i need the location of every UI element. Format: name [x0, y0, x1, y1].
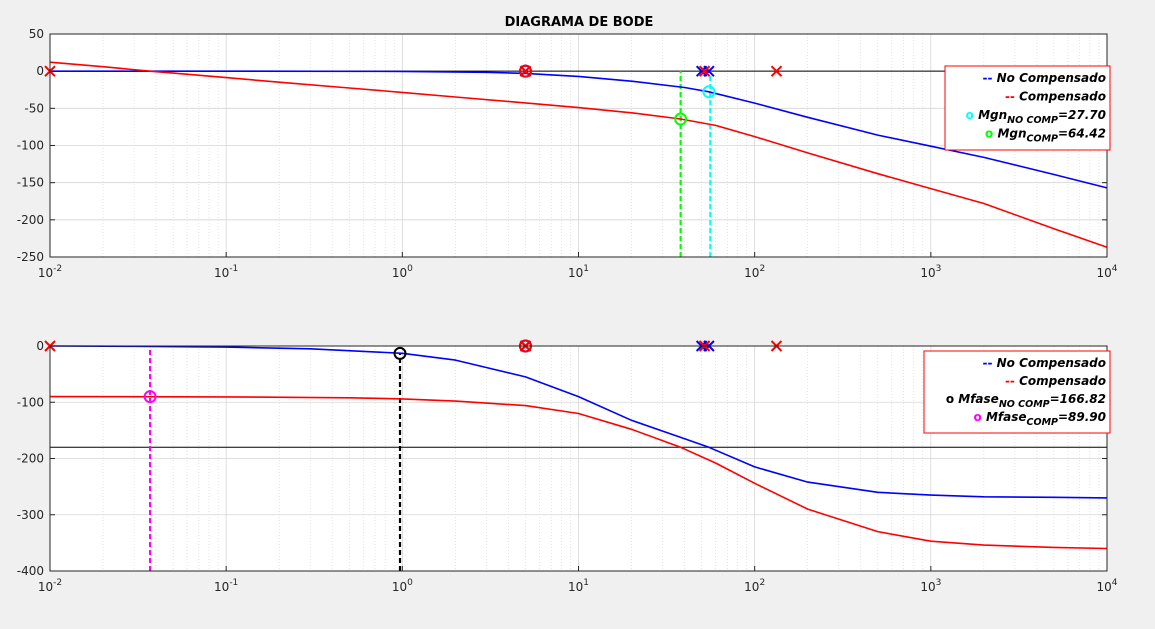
phase-legend-entry: -- Compensado [1005, 374, 1106, 388]
phase-legend-entry: -- No Compensado [982, 356, 1106, 370]
phase-series-no-comp [49, 345, 1108, 499]
phase-y-tick-label: -100 [17, 395, 44, 409]
magnitude-pole-marker [698, 65, 711, 77]
phase-legend-entry: o MfaseCOMP=89.90 [974, 410, 1106, 428]
phase-legend-box [923, 350, 1111, 434]
phase-x-tick-label: 10-1 [214, 578, 238, 594]
pole-marker-stroke [770, 65, 783, 77]
pole-marker-stroke [703, 65, 715, 77]
phase-y-tick-label: -300 [17, 508, 44, 522]
magnitude-x-tick-label: 101 [568, 264, 589, 280]
magnitude-circle-marker [702, 85, 716, 99]
magnitude-pole-marker [770, 65, 783, 77]
phase-circle-marker [143, 390, 157, 404]
phase-y-tick-label: -200 [17, 452, 44, 466]
magnitude-legend-entry: -- No Compensado [982, 71, 1106, 85]
magnitude-y-tick-label: -50 [24, 101, 44, 115]
magnitude-x-tick-label: 100 [392, 264, 413, 280]
phase-y-tick-label: 0 [36, 339, 44, 353]
magnitude-legend-box [944, 65, 1111, 151]
magnitude-circle-marker [674, 112, 688, 126]
magnitude-x-tick-label: 104 [1096, 264, 1117, 280]
magnitude-legend-entry: -- Compensado [1005, 90, 1106, 104]
chart-title: DIAGRAMA DE BODE [505, 15, 654, 30]
phase-legend-entry: o MfaseNO COMP=166.82 [946, 392, 1106, 410]
phase-series-comp [49, 395, 1108, 550]
phase-x-tick-label: 103 [920, 578, 941, 594]
phase-x-tick-label: 10-2 [38, 578, 62, 594]
phase-x-tick-label: 102 [744, 578, 765, 594]
pole-marker-stroke [698, 65, 711, 77]
magnitude-y-tick-label: -100 [17, 139, 44, 153]
phase-x-tick-label: 101 [568, 578, 589, 594]
phase-x-tick-label: 104 [1096, 578, 1117, 594]
magnitude-series-no-comp [50, 70, 1108, 189]
magnitude-legend: -- No Compensado -- Compensado o MgnNO COM… [944, 65, 1111, 151]
magnitude-legend-entry: o MgnCOMP=64.42 [985, 127, 1106, 145]
magnitude-x-tick-label: 10-1 [214, 264, 238, 280]
magnitude-circle-marker [518, 64, 532, 78]
magnitude-y-tick-label: -250 [17, 250, 44, 264]
magnitude-series-comp [49, 61, 1108, 249]
magnitude-pole-marker [703, 65, 715, 77]
magnitude-y-tick-label: -150 [17, 176, 44, 190]
magnitude-legend-entry: o MgnNO COMP=27.70 [966, 108, 1106, 126]
magnitude-x-tick-label: 102 [744, 264, 765, 280]
phase-x-tick-label: 100 [392, 578, 413, 594]
magnitude-y-tick-label: -200 [17, 213, 44, 227]
magnitude-y-tick-label: 0 [36, 64, 44, 78]
phase-y-tick-label: -400 [17, 564, 44, 578]
phase-legend: -- No Compensado -- Compensado o MfaseNO C… [923, 350, 1111, 434]
magnitude-x-tick-label: 10-2 [38, 264, 62, 280]
magnitude-y-tick-label: 50 [29, 27, 44, 41]
magnitude-x-tick-label: 103 [920, 264, 941, 280]
phase-circle-marker [393, 346, 407, 360]
phase-axes-box [49, 345, 1108, 572]
